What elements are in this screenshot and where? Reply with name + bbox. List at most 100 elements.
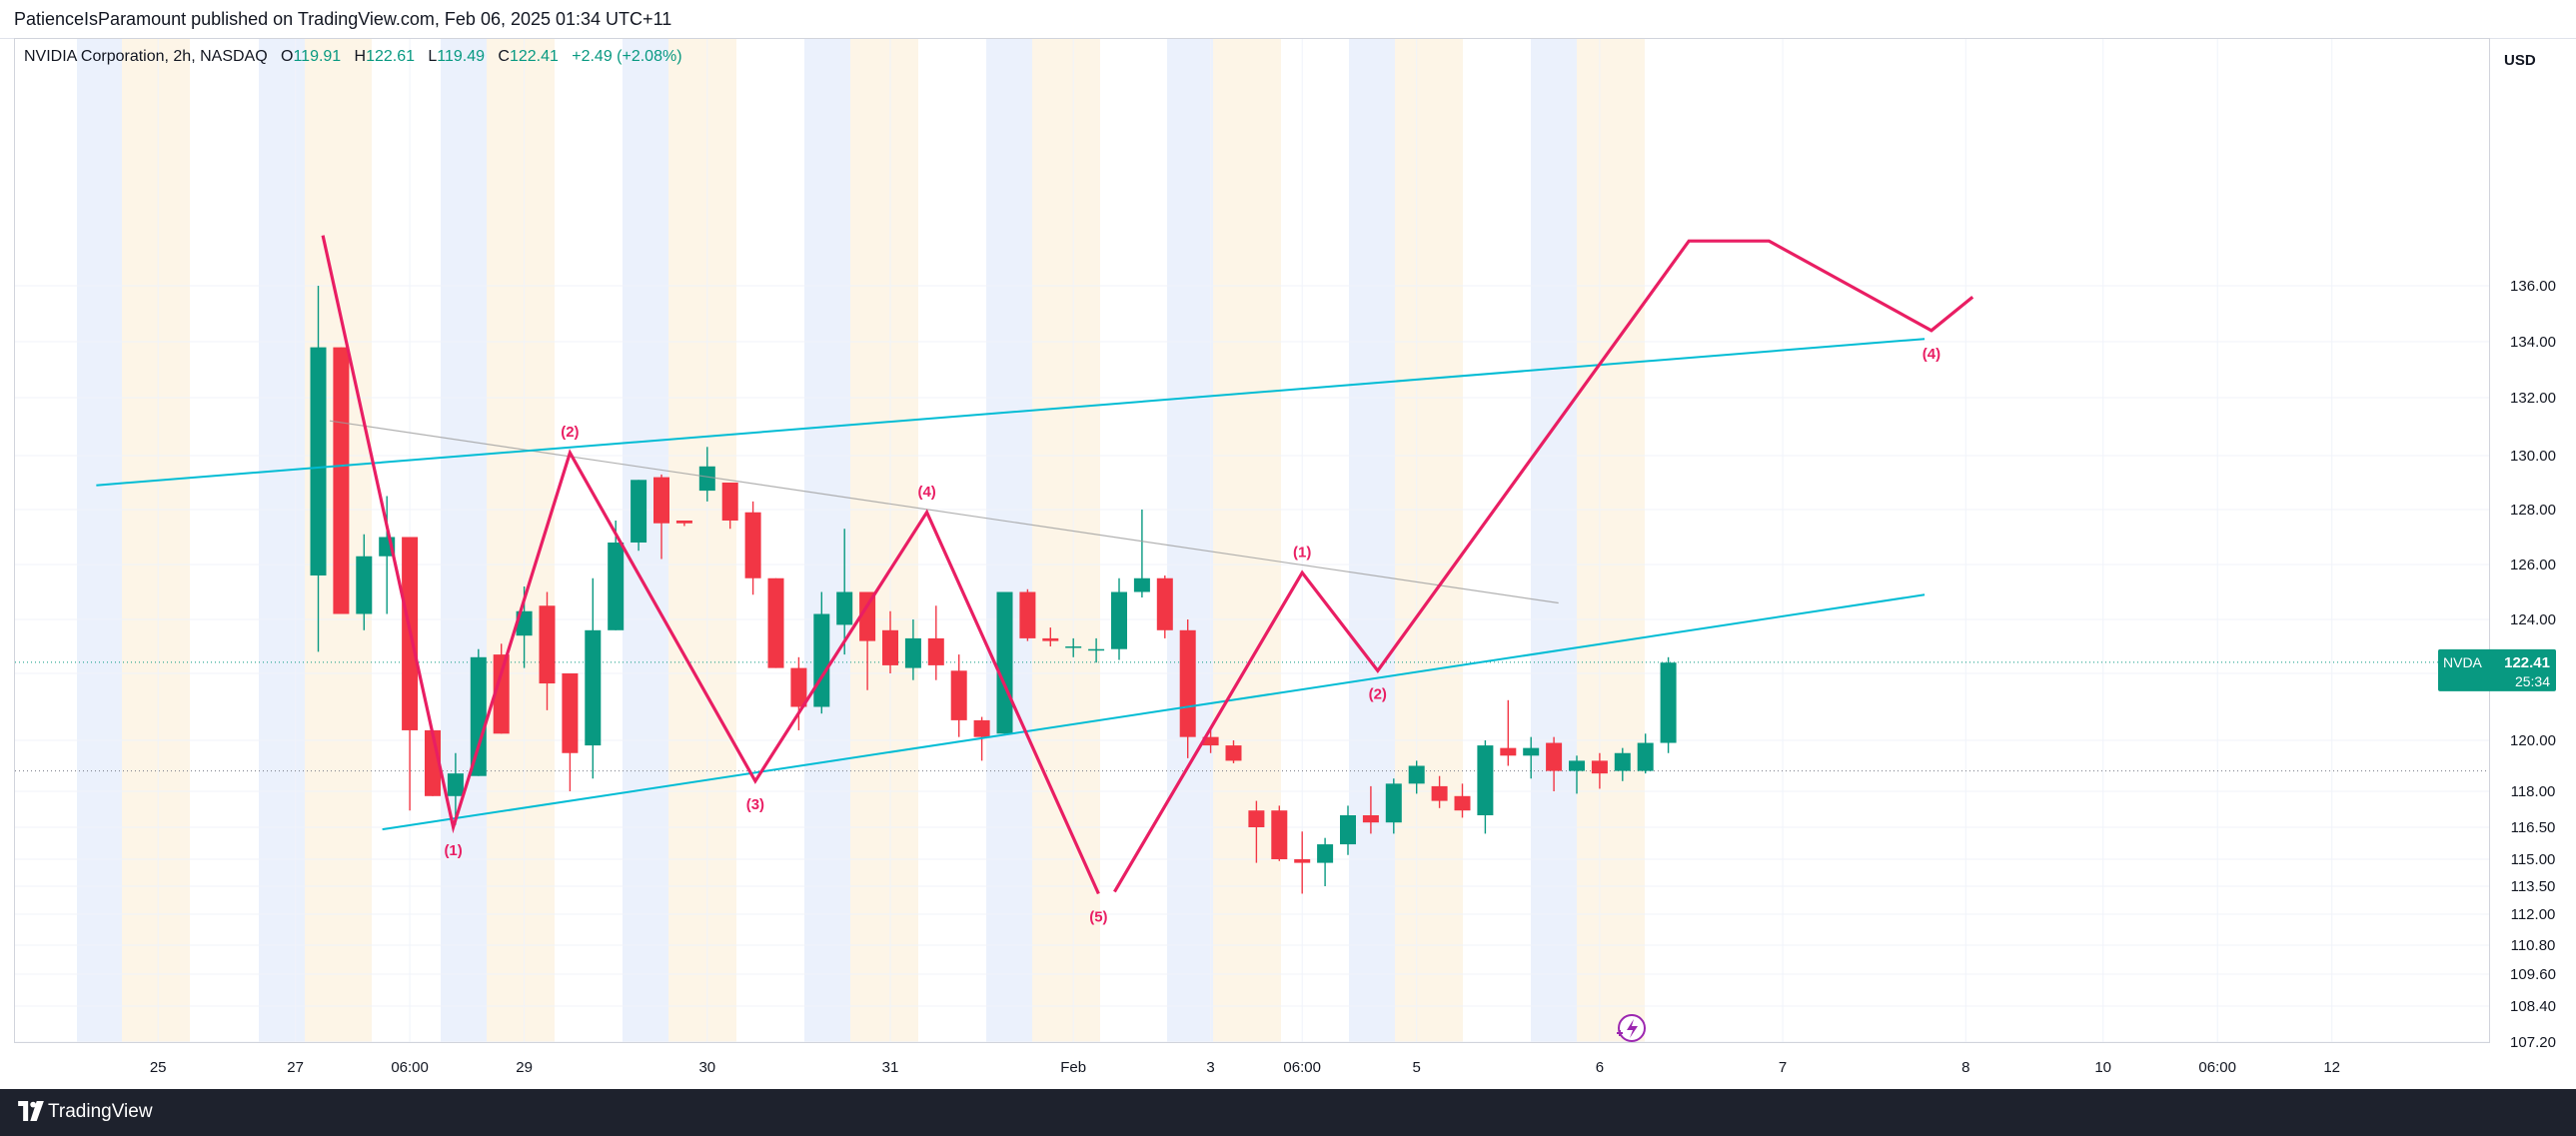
session-band bbox=[1577, 39, 1645, 1042]
candle-body bbox=[1065, 646, 1082, 648]
candle bbox=[1637, 733, 1654, 774]
candle-body bbox=[1225, 745, 1242, 761]
last-price-badge-bg bbox=[2438, 648, 2556, 691]
candle-body bbox=[859, 591, 876, 641]
low-value: 119.49 bbox=[437, 48, 486, 65]
candle-body bbox=[1362, 815, 1379, 823]
session-band bbox=[487, 39, 555, 1042]
candle-body bbox=[1111, 591, 1127, 649]
candle bbox=[1225, 740, 1242, 763]
wave-label: (1) bbox=[1293, 544, 1311, 561]
candle-body bbox=[585, 629, 602, 746]
time-tick-label: 10 bbox=[2094, 1059, 2111, 1076]
candle bbox=[1385, 778, 1402, 834]
open-value: 119.91 bbox=[293, 48, 342, 65]
session-band bbox=[668, 39, 736, 1042]
candle bbox=[1248, 800, 1265, 863]
candle-body bbox=[1271, 810, 1288, 859]
candle bbox=[744, 501, 761, 595]
candle bbox=[721, 483, 738, 530]
candle bbox=[608, 521, 625, 630]
candle-body bbox=[1042, 637, 1059, 641]
candle-body bbox=[813, 613, 830, 707]
candle bbox=[790, 656, 807, 730]
session-band bbox=[1349, 39, 1395, 1042]
event-icon-plus bbox=[1617, 1030, 1623, 1036]
candle bbox=[996, 591, 1013, 734]
time-tick-label: 7 bbox=[1779, 1059, 1787, 1076]
candle-body bbox=[493, 654, 510, 734]
price-tick-label: 113.50 bbox=[2511, 878, 2556, 895]
candle bbox=[904, 619, 921, 680]
candle-body bbox=[675, 521, 692, 524]
candle bbox=[1019, 588, 1036, 641]
candle-body bbox=[721, 483, 738, 521]
candle-body bbox=[744, 512, 761, 578]
candle-body bbox=[1500, 747, 1517, 756]
candle-body bbox=[1088, 648, 1105, 651]
price-tick-label: 126.00 bbox=[2510, 557, 2556, 573]
time-tick-label: 30 bbox=[698, 1059, 715, 1076]
time-tick-label: 25 bbox=[150, 1059, 167, 1076]
candle-body bbox=[1156, 577, 1173, 630]
wave-label: (4) bbox=[1923, 346, 1940, 363]
time-tick-label: 8 bbox=[1961, 1059, 1969, 1076]
plot-area: (1) (2) (3) (4) (5) (1) (2) (4) bbox=[15, 39, 2489, 1042]
price-tick-label: 128.00 bbox=[2510, 502, 2556, 519]
wave-label: (2) bbox=[1369, 685, 1387, 702]
candle bbox=[1271, 805, 1288, 861]
candle-body bbox=[1614, 752, 1631, 771]
candle bbox=[1477, 740, 1494, 834]
wave-label: (4) bbox=[917, 484, 935, 501]
candle-body bbox=[1660, 662, 1677, 743]
candle-body bbox=[447, 773, 464, 796]
candle-body bbox=[882, 629, 898, 665]
price-tick-label: 115.00 bbox=[2511, 851, 2556, 868]
candle-body bbox=[562, 673, 579, 753]
candle-body bbox=[927, 637, 944, 665]
candle-body bbox=[653, 477, 669, 524]
currency-label[interactable]: USD bbox=[2504, 52, 2536, 69]
price-tick-label: 120.00 bbox=[2510, 732, 2556, 749]
candle-body bbox=[1637, 742, 1654, 771]
candle bbox=[927, 605, 944, 680]
tradingview-logo-icon bbox=[18, 1101, 44, 1121]
candle-body bbox=[1408, 765, 1425, 784]
close-label: C bbox=[498, 48, 510, 65]
candle-body bbox=[1385, 783, 1402, 823]
candle bbox=[1500, 699, 1517, 766]
candle bbox=[1408, 760, 1425, 794]
price-tick-label: 108.40 bbox=[2510, 998, 2556, 1015]
price-axis-divider bbox=[2489, 38, 2490, 1043]
event-icon-bolt bbox=[1627, 1019, 1638, 1038]
candle-body bbox=[950, 670, 967, 720]
candle bbox=[882, 610, 898, 673]
session-band bbox=[1032, 39, 1100, 1042]
candle bbox=[767, 577, 784, 668]
candle bbox=[1362, 785, 1379, 834]
candle bbox=[470, 648, 487, 776]
last-price-badge: NVDA 122.41 25:34 bbox=[2438, 648, 2556, 691]
high-label: H bbox=[354, 48, 367, 65]
session-band bbox=[986, 39, 1032, 1042]
high-value: 122.61 bbox=[366, 48, 416, 65]
wave-label: (5) bbox=[1089, 908, 1107, 925]
price-tick-label: 134.00 bbox=[2510, 334, 2556, 351]
candle bbox=[1179, 619, 1196, 758]
candle-body bbox=[1340, 815, 1356, 845]
session-band bbox=[441, 39, 487, 1042]
published-text: PatienceIsParamount published on Trading… bbox=[14, 9, 672, 29]
candle bbox=[1454, 783, 1471, 818]
candle bbox=[836, 529, 853, 655]
candle bbox=[1088, 637, 1105, 663]
session-band bbox=[122, 39, 190, 1042]
time-tick-label: 06:00 bbox=[391, 1059, 429, 1076]
candle bbox=[631, 480, 647, 552]
candle bbox=[1042, 627, 1059, 646]
price-tick-label: 130.00 bbox=[2510, 448, 2556, 465]
open-label: O bbox=[281, 48, 294, 65]
candle bbox=[675, 521, 692, 527]
candle bbox=[1523, 736, 1540, 779]
candle bbox=[1591, 752, 1608, 789]
